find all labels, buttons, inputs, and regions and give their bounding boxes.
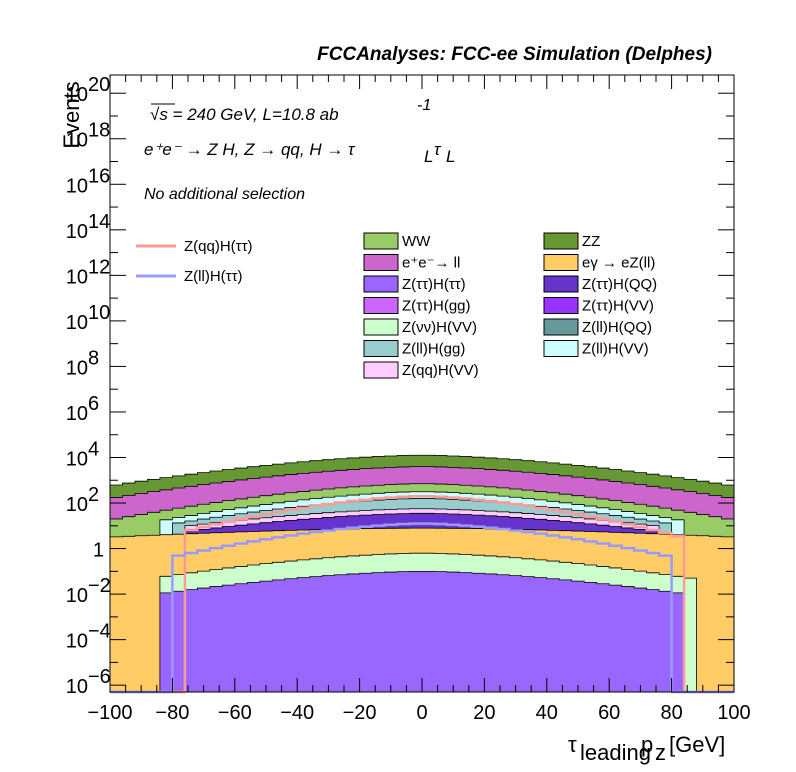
y-tick-label: 10 — [66, 221, 88, 243]
y-tick-exponent: 12 — [88, 256, 110, 278]
legend-bkg-label: Z(ll)H(gg) — [402, 341, 465, 358]
y-tick-exponent: 20 — [88, 74, 110, 96]
x-tick-label: −80 — [155, 702, 189, 724]
legend-bkg-swatch — [543, 340, 579, 357]
legend-bkg-label: Z(ll)H(QQ) — [582, 319, 652, 336]
y-tick-label: 10 — [66, 585, 88, 607]
legend-bkg-swatch — [363, 232, 399, 250]
signal-lines — [110, 495, 734, 694]
chart-title: FCCAnalyses: FCC-ee Simulation (Delphes) — [317, 44, 712, 65]
legend-bkg-swatch — [363, 297, 399, 314]
y-tick-label: 10 — [66, 448, 88, 470]
x-axis-title-tau: τ — [568, 732, 577, 757]
legend-bkg-swatch — [543, 318, 579, 336]
y-axis-label: Events — [59, 81, 84, 148]
x-axis-title-z: z — [655, 740, 666, 765]
x-tick-label: −40 — [280, 702, 314, 724]
stacked-layers — [109, 454, 735, 693]
y-tick-exponent: 8 — [88, 347, 99, 369]
legend-signals: Z(qq)H(ττ) Z(ll)H(ττ) — [136, 238, 253, 285]
x-axis-title-unit: [GeV] — [669, 732, 725, 757]
legend-signal-label: Z(qq)H(ττ) — [184, 238, 253, 255]
process-subscript-2: L — [446, 147, 455, 166]
legend-bkg-label: eγ → eZ(ll) — [582, 255, 655, 272]
x-tick-label: 80 — [660, 702, 682, 724]
stack-layer — [110, 570, 734, 693]
y-tick-exponent: −2 — [88, 575, 111, 597]
legend-bkg-label: WW — [402, 233, 431, 250]
legend-bkg-label: Z(νν)H(VV) — [402, 319, 477, 336]
y-tick-label: 10 — [66, 403, 88, 425]
legend-bkg-label: e⁺e⁻→ ll — [402, 255, 460, 272]
legend-signal-label: Z(ll)H(ττ) — [184, 268, 243, 285]
legend-bkg-swatch — [543, 275, 579, 293]
y-tick-exponent: −4 — [88, 621, 111, 643]
x-axis-title-sub: leading — [580, 740, 651, 765]
legend-bkg-label: Z(ll)H(VV) — [582, 341, 649, 358]
y-tick-exponent: 10 — [88, 302, 110, 324]
x-tick-label: 40 — [536, 702, 558, 724]
y-tick-label: 10 — [66, 312, 88, 334]
y-tick-exponent: 4 — [88, 438, 99, 460]
y-tick-label: 10 — [66, 175, 88, 197]
signal-line — [110, 522, 734, 694]
energy-annotation: √s = 240 GeV, L=10.8 ab -1 — [150, 97, 431, 124]
energy-exponent: -1 — [417, 97, 431, 114]
process-tau-2: τ — [434, 140, 442, 159]
x-tick-label: 60 — [598, 702, 620, 724]
legend-bkg-swatch — [543, 297, 579, 314]
x-tick-label: −20 — [343, 702, 377, 724]
legend-bkg-swatch — [543, 232, 579, 250]
x-axis-label: τ leading p z [GeV] — [568, 732, 725, 765]
energy-text: √s = 240 GeV, L=10.8 ab — [150, 105, 339, 124]
y-tick-exponent: 6 — [88, 393, 99, 415]
legend-bkg-label: ZZ — [582, 233, 600, 250]
legend-bkg-label: Z(qq)H(VV) — [402, 362, 479, 379]
selection-text: No additional selection — [144, 186, 305, 203]
y-tick-exponent: 16 — [88, 165, 110, 187]
process-annotation: e⁺e⁻ → Z H, Z → qq, H → τ L τ L — [144, 140, 455, 166]
y-tick-exponent: 18 — [88, 120, 110, 142]
legend-bkg-swatch — [363, 361, 399, 379]
x-axis-title-p: p — [641, 732, 653, 757]
y-tick-label: 10 — [66, 631, 88, 653]
legend-bkg-label: Z(ττ)H(VV) — [582, 298, 654, 315]
y-tick-label: 10 — [66, 357, 88, 379]
y-tick-exponent: 2 — [88, 484, 99, 506]
process-text: e⁺e⁻ → Z H, Z → qq, H → τ — [144, 140, 356, 159]
x-axis: −100 −80 −60 −40 −20 0 20 40 60 80 100 — [87, 75, 751, 724]
legend-backgrounds: WW ZZ e⁺e⁻→ ll eγ → eZ(ll) Z(ττ)H(ττ) Z(ττ)H(… — [363, 232, 657, 379]
x-tick-label: 0 — [416, 702, 427, 724]
y-tick-exponent: 14 — [88, 211, 110, 233]
legend-bkg-swatch — [363, 340, 399, 357]
legend-bkg-label: Z(ττ)H(QQ) — [582, 276, 657, 293]
y-tick-label: 10 — [66, 130, 88, 152]
y-tick-label: 10 — [66, 84, 88, 106]
x-tick-label: 20 — [473, 702, 495, 724]
legend-bkg-label: Z(ττ)H(ττ) — [402, 276, 466, 293]
y-tick-exponent: −6 — [88, 666, 111, 688]
y-tick-label: 1 — [93, 540, 104, 562]
signal-line — [110, 495, 734, 694]
legend-bkg-swatch — [363, 275, 399, 293]
legend-bkg-swatch — [543, 254, 579, 271]
x-tick-label: −100 — [87, 702, 132, 724]
y-axis-title: Events — [59, 81, 84, 148]
y-tick-label: 10 — [66, 494, 88, 516]
y-tick-label: 10 — [66, 676, 88, 698]
process-subscript-1: L — [424, 147, 433, 166]
legend-bkg-swatch — [363, 254, 399, 271]
x-tick-label: −60 — [218, 702, 252, 724]
x-tick-label: 100 — [717, 702, 750, 724]
y-tick-label: 10 — [66, 266, 88, 288]
legend-bkg-label: Z(ττ)H(gg) — [402, 298, 471, 315]
legend-bkg-swatch — [363, 318, 399, 336]
